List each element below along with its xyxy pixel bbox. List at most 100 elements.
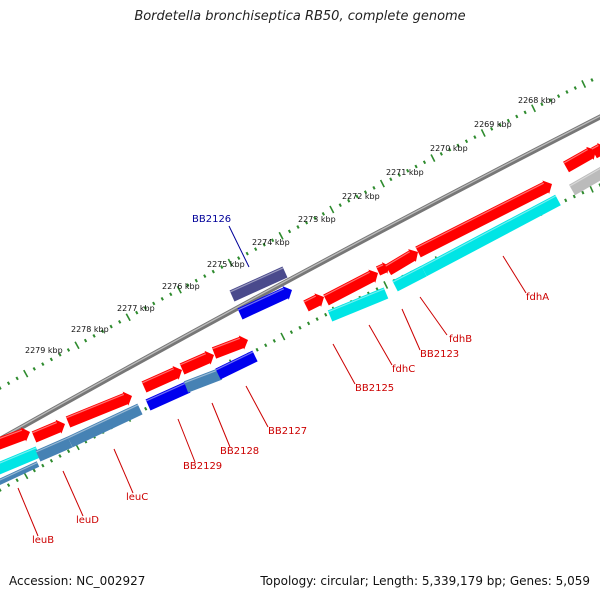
inner-tick — [564, 198, 568, 203]
ruler-label: 2274 kbp — [252, 238, 290, 247]
gene-label-bb2127[interactable]: BB2127 — [268, 426, 307, 437]
inner-tick — [0, 488, 2, 492]
ruler-minor-tick — [160, 296, 164, 301]
rna-fdha[interactable] — [421, 194, 561, 277]
rna-upstream[interactable] — [569, 166, 600, 196]
cds-leub-shape[interactable] — [0, 427, 30, 450]
gene-label-bb2126[interactable]: BB2126 — [192, 214, 231, 225]
ruler-minor-tick — [83, 338, 88, 343]
cds-bb2128-shape[interactable] — [179, 350, 214, 375]
cds-bb2128[interactable] — [179, 350, 214, 375]
cds-bb2125[interactable] — [303, 293, 324, 312]
rna-leub-inner[interactable] — [0, 461, 40, 486]
rna-leuc-shape[interactable] — [67, 403, 143, 448]
label-connector — [502, 255, 527, 294]
rna-leud-shape[interactable] — [35, 436, 73, 462]
ruler-minor-tick — [540, 102, 544, 107]
gene-label-leud[interactable]: leuD — [76, 515, 99, 526]
rna-bb2128[interactable] — [183, 368, 223, 393]
cds-fdha-shape[interactable] — [415, 180, 552, 258]
cds-bb2126-outer-shape[interactable] — [229, 266, 288, 302]
rna-fdhb-shape[interactable] — [392, 265, 427, 292]
gene-label-leuc[interactable]: leuC — [126, 492, 148, 503]
gene-label-bb2129[interactable]: BB2129 — [183, 461, 222, 472]
rna-fdhc[interactable] — [327, 287, 389, 322]
rna-leud-highlight — [35, 437, 69, 453]
cds-bb2127-shape[interactable] — [211, 335, 248, 359]
label-connector — [245, 385, 269, 428]
label-connector — [62, 470, 84, 517]
cds-leuc[interactable] — [65, 391, 132, 428]
cds-fdha[interactable] — [415, 180, 552, 258]
cds-leub[interactable] — [0, 427, 30, 450]
gene-label-bb2125[interactable]: BB2125 — [355, 383, 394, 394]
cds-upstream-2-shape[interactable] — [591, 142, 600, 159]
inner-tick — [49, 458, 54, 463]
gene-label-bb2128[interactable]: BB2128 — [220, 446, 259, 457]
rna-bb2129-shape[interactable] — [145, 381, 191, 411]
cds-leud-highlight — [32, 422, 58, 434]
rna-bb2128-shape[interactable] — [183, 368, 223, 393]
cds-leuc-shape[interactable] — [65, 391, 132, 428]
cds-bb2127[interactable] — [211, 335, 248, 359]
rna-fdhc-highlight — [328, 288, 385, 313]
label-connector — [419, 296, 448, 336]
rna-leuc[interactable] — [67, 403, 143, 448]
rna-leub-inner-shape[interactable] — [0, 461, 40, 486]
cds-bb2125-highlight — [303, 295, 316, 303]
gene-label-bb2123[interactable]: BB2123 — [420, 349, 459, 360]
cds-bb2129-shape[interactable] — [141, 366, 182, 393]
cds-fdhc[interactable] — [323, 269, 378, 306]
rna-fdhc-shape[interactable] — [327, 287, 389, 322]
ruler-minor-tick — [313, 216, 317, 221]
ruler-minor-tick — [490, 126, 494, 131]
cds-fdhb-shape[interactable] — [384, 249, 418, 276]
rna-leub[interactable] — [0, 446, 41, 475]
gene-label-fdhc[interactable]: fdhC — [392, 364, 415, 375]
rna-fdha-shape[interactable] — [421, 194, 561, 277]
cds-leud-shape[interactable] — [31, 419, 65, 443]
inner-tick — [15, 478, 19, 483]
cds-fdhb[interactable] — [384, 249, 418, 276]
rna-leud[interactable] — [35, 436, 73, 462]
ruler-minor-tick — [548, 98, 552, 103]
ruler-minor-tick — [363, 190, 368, 195]
rna-bb2127[interactable] — [215, 350, 258, 380]
label-connector — [211, 402, 231, 448]
chromosome-backbone — [0, 114, 600, 443]
gene-label-fdhb[interactable]: fdhB — [449, 334, 472, 345]
cds-upstream-2-highlight — [591, 144, 599, 150]
rna-leub-shape[interactable] — [0, 446, 41, 475]
ruler-minor-tick — [448, 147, 452, 152]
ruler-minor-tick — [473, 135, 477, 139]
rna-bb2129[interactable] — [145, 381, 191, 411]
cds-bb2126-outer[interactable] — [229, 266, 288, 302]
cds-upstream-1-highlight — [563, 149, 588, 164]
ruler-minor-tick — [203, 274, 207, 278]
inner-tick — [306, 321, 311, 326]
cds-bb2129[interactable] — [141, 366, 182, 393]
ruler-label: 2270 kbp — [430, 144, 468, 153]
ruler-major-tick — [176, 285, 182, 294]
gene-labels: BB2126 fdhA fdhB BB2123 fdhC BB2125 BB21… — [32, 214, 549, 546]
cds-upstream-1[interactable] — [563, 146, 596, 173]
cds-bb2126-inner-shape[interactable] — [237, 286, 292, 320]
ruler-label: 2272 kbp — [342, 192, 380, 201]
cds-leud[interactable] — [31, 419, 65, 443]
cds-bb2125-shape[interactable] — [303, 293, 324, 312]
ruler-minor-tick — [92, 334, 96, 338]
inner-tick — [58, 454, 62, 458]
rna-upstream-shape[interactable] — [569, 166, 600, 196]
rna-fdhb[interactable] — [392, 265, 427, 292]
cds-upstream-1-shape[interactable] — [563, 146, 596, 173]
gene-label-fdha[interactable]: fdhA — [526, 292, 549, 303]
cds-fdhc-shape[interactable] — [323, 269, 378, 306]
cds-bb2126-inner[interactable] — [237, 286, 292, 320]
ruler-minor-ticks — [0, 78, 594, 390]
cds-upstream-2[interactable] — [591, 142, 600, 159]
label-connector — [332, 343, 356, 385]
rna-bb2127-shape[interactable] — [215, 350, 258, 380]
gene-label-leub[interactable]: leuB — [32, 535, 54, 546]
ruler-major-tick — [531, 104, 536, 113]
cds-bb2127-highlight — [212, 337, 241, 350]
